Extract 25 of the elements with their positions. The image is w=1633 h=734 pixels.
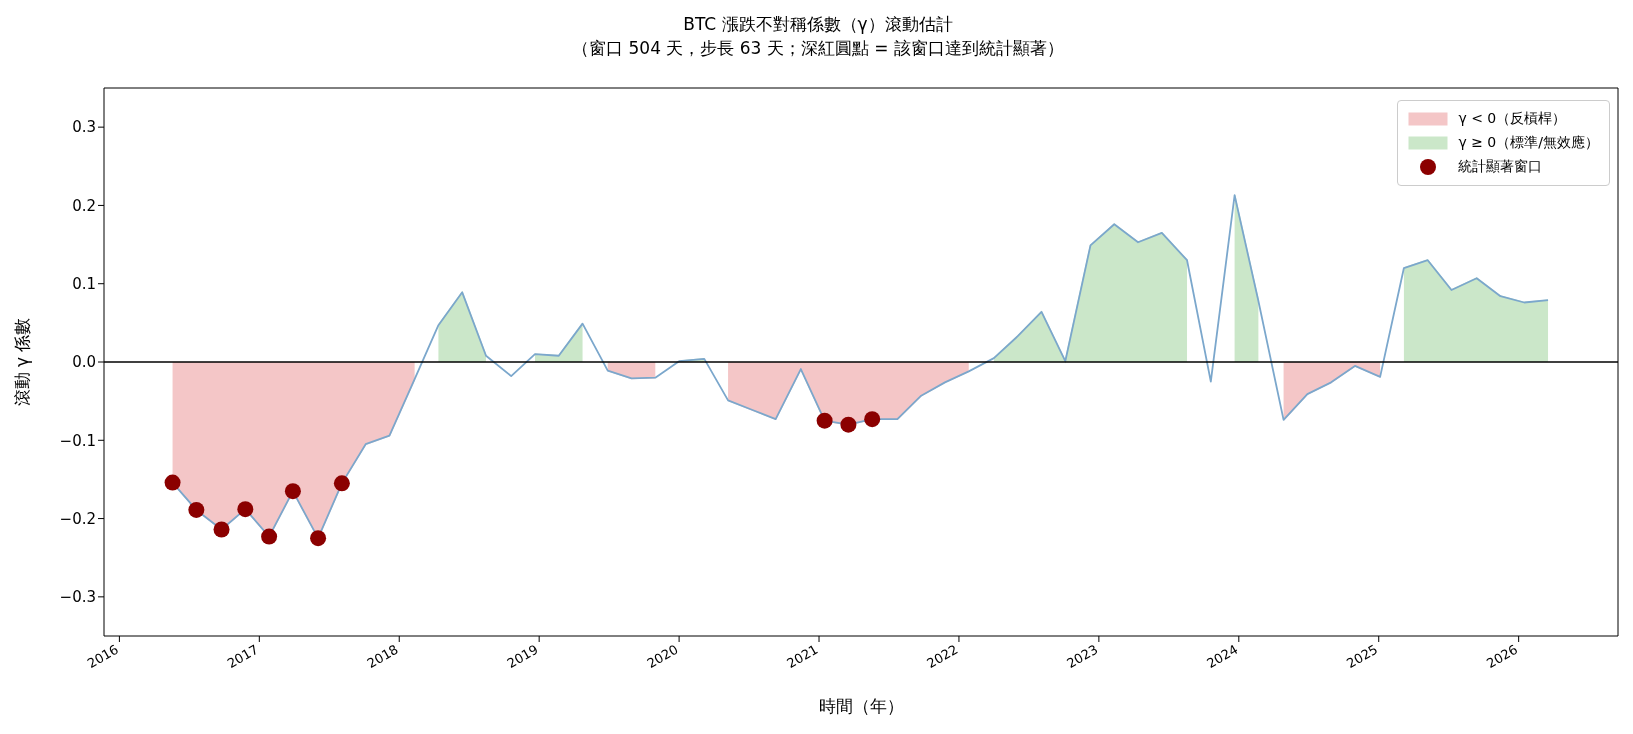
- y-tick-label: −0.1: [59, 431, 96, 450]
- point: [237, 501, 254, 518]
- point: [816, 412, 833, 429]
- legend-label: 統計顯著窗口: [1458, 158, 1543, 176]
- point: [188, 501, 205, 518]
- point: [213, 521, 230, 538]
- point: [333, 475, 350, 492]
- y-tick-label: −0.3: [59, 588, 96, 607]
- chart-title: BTC 漲跌不對稱係數（γ）滾動估計: [682, 13, 954, 36]
- y-tick-label: −0.2: [59, 509, 96, 528]
- legend-label: γ < 0（反槓桿）: [1458, 110, 1567, 128]
- point: [840, 416, 857, 433]
- legend-label: γ ≥ 0（標準/無效應）: [1458, 134, 1599, 152]
- x-axis-title: 時間（年）: [818, 696, 904, 716]
- point: [284, 483, 301, 500]
- chart-subtitle: （窗口 504 天，步長 63 天；深紅圓點 = 該窗口達到統計顯著）: [571, 37, 1065, 60]
- point: [261, 528, 278, 545]
- y-tick-label: 0.0: [72, 353, 96, 372]
- point: [864, 411, 881, 428]
- y-tick-label: 0.1: [72, 275, 96, 294]
- y-tick-label: 0.3: [72, 118, 96, 137]
- y-axis-title: 滾動 γ 係數: [12, 317, 33, 407]
- y-tick-label: 0.2: [72, 196, 96, 215]
- point: [164, 474, 181, 491]
- point: [310, 530, 327, 547]
